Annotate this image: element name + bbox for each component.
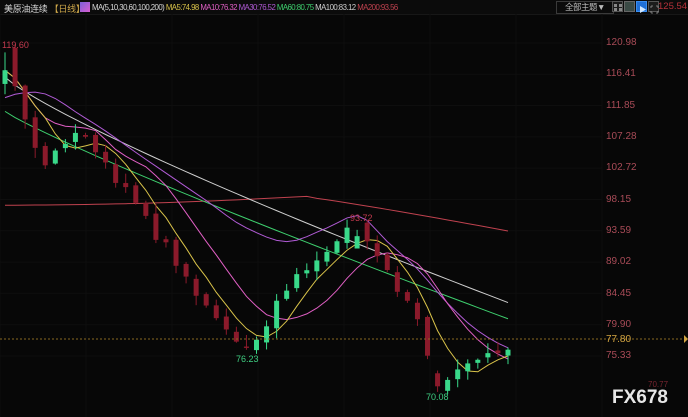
- svg-text:76.23: 76.23: [236, 354, 259, 364]
- svg-text:70.08: 70.08: [426, 392, 449, 402]
- svg-text:93.72: 93.72: [350, 213, 373, 223]
- svg-text:119.60: 119.60: [2, 40, 29, 50]
